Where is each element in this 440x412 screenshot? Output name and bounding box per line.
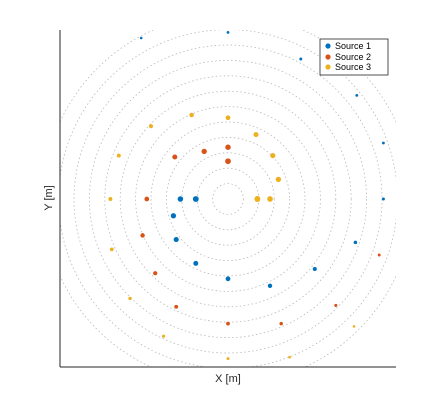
data-point-source-2-7 (153, 271, 158, 276)
data-point-source-1-14 (226, 31, 230, 34)
legend-label-source-2: Source 2 (335, 52, 371, 62)
data-point-source-3-3 (275, 176, 282, 183)
data-point-source-1-6 (225, 276, 231, 282)
data-point-source-3-8 (148, 124, 154, 129)
grid-ring-9 (88, 59, 368, 339)
data-point-source-3-13 (162, 334, 166, 338)
data-point-source-3-16 (352, 325, 356, 328)
series-source-1 (139, 31, 385, 288)
data-point-source-1-9 (353, 240, 358, 245)
grid-ring-1 (212, 183, 244, 215)
legend-label-source-3: Source 3 (335, 62, 371, 72)
data-point-source-3-9 (116, 153, 121, 158)
legend-entry-2: Source 2 (325, 52, 371, 62)
data-point-source-3-15 (288, 355, 291, 359)
data-point-source-1-5 (193, 260, 199, 266)
data-points (108, 31, 402, 361)
series-source-2 (140, 128, 402, 326)
data-point-source-2-13 (399, 198, 402, 201)
data-point-source-1-3 (170, 213, 177, 219)
data-point-source-2-6 (140, 233, 145, 238)
data-point-source-3-11 (109, 247, 114, 252)
data-point-source-3-6 (225, 115, 231, 121)
grid-ring-5 (150, 121, 306, 277)
x-axis-label: X [m] (215, 373, 241, 385)
y-axis-label: Y [m] (43, 185, 55, 210)
data-point-source-3-4 (270, 153, 276, 159)
series-source-3 (108, 112, 356, 361)
data-point-source-1-2 (192, 196, 199, 202)
legend-marker-source-2 (325, 54, 331, 60)
legend-entry-3: Source 3 (325, 62, 371, 72)
data-point-source-2-4 (172, 154, 178, 160)
data-point-source-2-9 (226, 321, 230, 326)
data-point-source-2-11 (334, 303, 338, 307)
data-point-source-3-7 (189, 112, 194, 118)
data-point-source-1-4 (173, 237, 179, 243)
data-point-source-1-15 (139, 36, 143, 40)
data-point-source-2-1 (225, 158, 231, 165)
data-point-source-1-12 (355, 93, 359, 97)
data-point-source-3-10 (108, 197, 113, 201)
legend-marker-source-1 (325, 43, 331, 49)
data-point-source-1-7 (267, 283, 273, 288)
legend-box (319, 38, 389, 76)
data-point-source-3-5 (253, 132, 259, 138)
legend: Source 1 Source 2 Source 3 (319, 38, 389, 76)
data-point-source-2-5 (144, 196, 150, 202)
data-point-source-1-1 (177, 196, 184, 202)
data-point-source-2-2 (225, 144, 231, 150)
data-point-source-1-11 (381, 141, 385, 145)
data-point-source-2-12 (377, 253, 381, 257)
legend-marker-source-3 (325, 64, 331, 70)
data-point-source-1-10 (381, 197, 385, 201)
grid-ring-7 (119, 90, 337, 308)
grid-ring-6 (135, 106, 321, 292)
data-point-source-3-12 (128, 296, 132, 301)
data-point-source-2-14 (398, 128, 401, 131)
data-point-source-3-14 (226, 357, 230, 361)
grid-ring-8 (104, 75, 352, 323)
grid-ring-2 (196, 167, 260, 231)
data-point-source-2-8 (174, 304, 179, 309)
data-point-source-2-10 (279, 321, 283, 326)
data-point-source-3-2 (267, 196, 273, 202)
grid-ring-4 (165, 136, 290, 261)
data-point-source-2-3 (201, 148, 207, 155)
data-point-source-1-8 (312, 266, 317, 272)
data-point-source-1-13 (299, 57, 303, 61)
data-point-source-3-1 (254, 196, 261, 202)
legend-label-source-1: Source 1 (335, 41, 371, 51)
legend-entry-1: Source 1 (325, 41, 371, 51)
